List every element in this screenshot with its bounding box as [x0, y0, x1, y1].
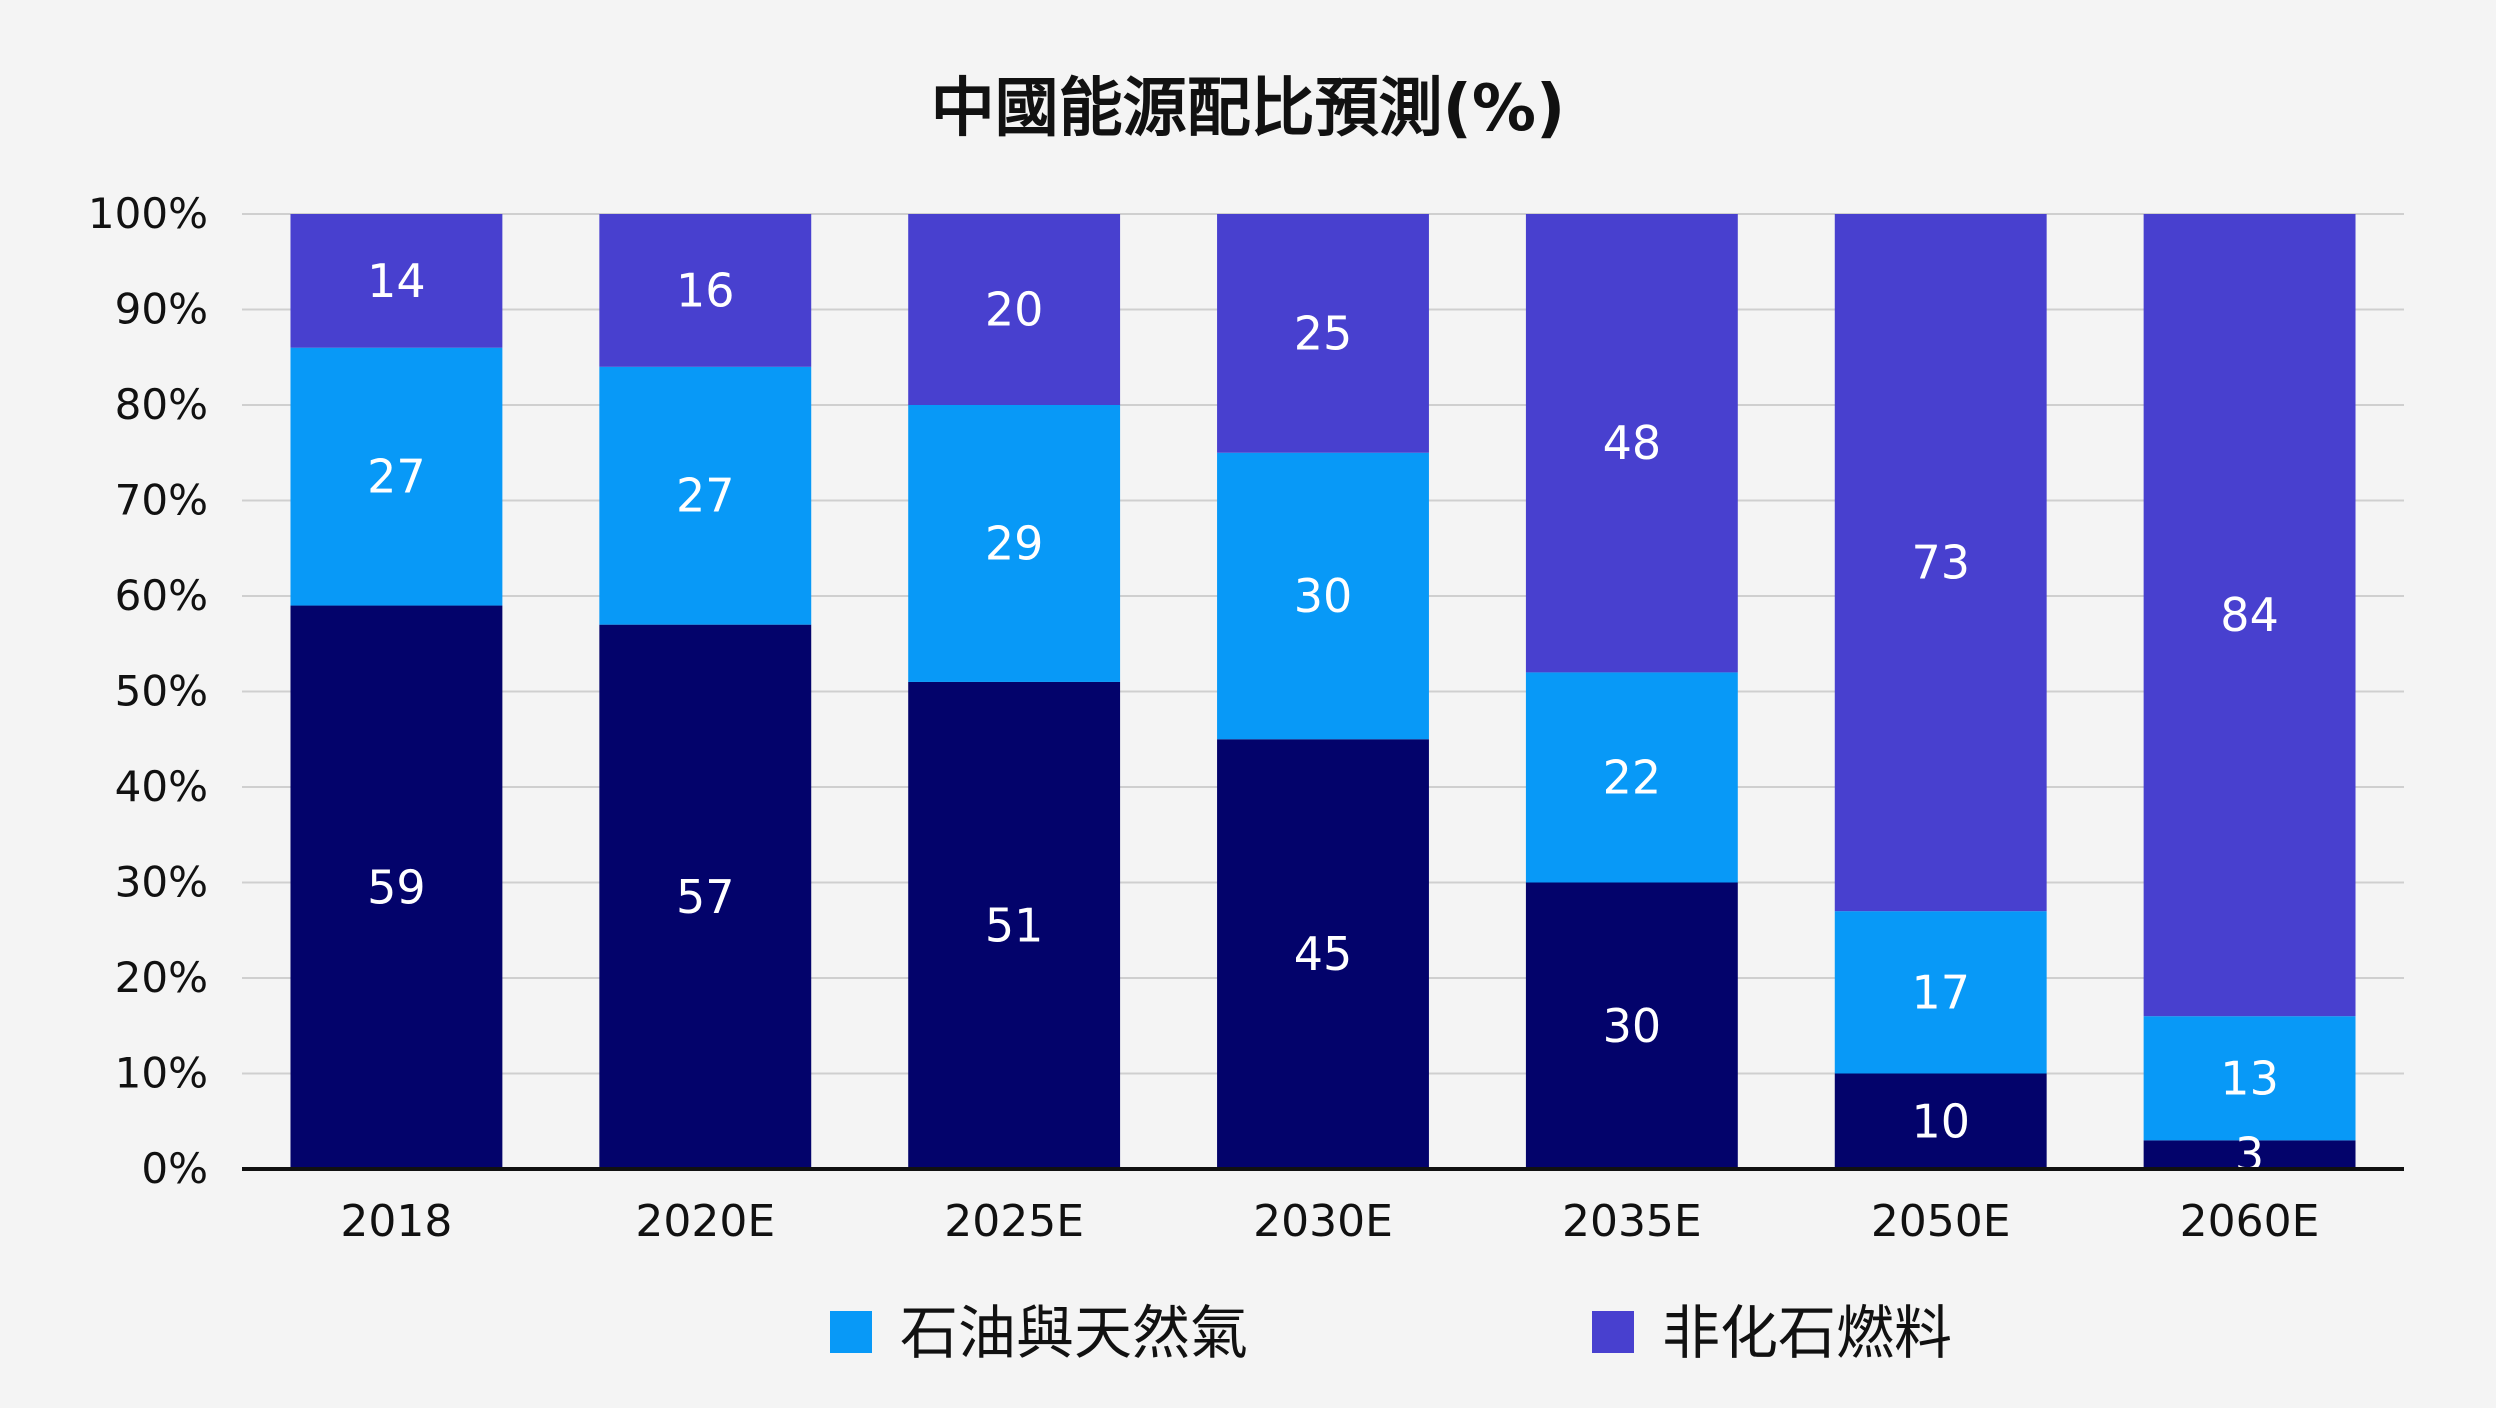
bar-segment [908, 405, 1121, 682]
data-label: 22 [1603, 750, 1662, 804]
y-tick-label: 0% [141, 1144, 208, 1193]
bar-segment [2143, 1016, 2356, 1141]
data-label: 73 [1911, 536, 1970, 590]
x-tick-label: 2050E [1871, 1196, 2011, 1247]
data-label: 13 [2220, 1051, 2279, 1105]
x-tick-label: 2060E [2180, 1196, 2320, 1247]
data-label: 57 [676, 870, 735, 924]
data-label: 51 [985, 898, 1044, 952]
data-label: 20 [985, 283, 1044, 337]
y-tick-label: 40% [115, 762, 208, 811]
x-tick-label: 2035E [1562, 1196, 1702, 1247]
bar-segment [2143, 1140, 2356, 1169]
y-axis-ticks: 0% 10% 20% 30% 40% 50% 60% 70% 80% 90% 100% [88, 189, 208, 1193]
data-label: 17 [1911, 965, 1970, 1019]
chart-title: 中國能源配比預測(%) [931, 72, 1566, 146]
data-label: 48 [1603, 416, 1662, 470]
legend-swatch [1592, 1311, 1634, 1353]
data-label: 14 [367, 254, 426, 308]
bar-segment [1217, 214, 1429, 453]
data-label: 25 [1294, 306, 1353, 360]
y-tick-label: 20% [115, 953, 208, 1002]
bar-segment [599, 366, 812, 625]
x-tick-label: 2020E [635, 1196, 775, 1247]
bar-segment [290, 214, 503, 348]
bars [290, 214, 2356, 1169]
bar-segment [908, 681, 1121, 1169]
legend-swatch [830, 1311, 872, 1353]
legend-label: 石油與天然氣 [900, 1299, 1248, 1367]
data-label: 3 [2235, 1128, 2264, 1182]
x-tick-label: 2018 [340, 1196, 452, 1247]
data-labels: 59 27 14 57 27 16 51 29 20 45 30 25 30 22 48 10 17 73 3 13 8… [367, 254, 2279, 1182]
data-label: 27 [676, 469, 735, 523]
bar-segment [1834, 1073, 2047, 1169]
bar-segment [290, 605, 503, 1169]
y-tick-label: 70% [115, 476, 208, 525]
y-tick-label: 30% [115, 858, 208, 907]
bar-segment [908, 214, 1121, 405]
x-tick-label: 2025E [944, 1196, 1084, 1247]
bar-segment [599, 214, 812, 367]
bar-segment [2143, 214, 2356, 1017]
legend: 石油與天然氣 非化石燃料 [830, 1299, 1952, 1367]
y-tick-label: 90% [115, 285, 208, 334]
y-tick-label: 60% [115, 571, 208, 620]
data-label: 59 [367, 860, 426, 914]
data-label: 45 [1294, 927, 1353, 981]
bar-segment [1525, 214, 1738, 673]
bar-segment [290, 347, 503, 606]
bar-segment [1834, 911, 2047, 1074]
y-tick-label: 10% [115, 1049, 208, 1098]
y-tick-label: 100% [88, 189, 208, 238]
x-tick-label: 2030E [1253, 1196, 1393, 1247]
bar-segment [599, 624, 812, 1169]
bar-segment [1525, 882, 1738, 1169]
y-tick-label: 80% [115, 380, 208, 429]
data-label: 30 [1603, 999, 1662, 1053]
data-label: 27 [367, 450, 426, 504]
legend-label: 非化石燃料 [1662, 1299, 1952, 1367]
y-tick-label: 50% [115, 667, 208, 716]
data-label: 29 [985, 516, 1044, 570]
data-label: 30 [1294, 569, 1353, 623]
bar-segment [1525, 672, 1738, 883]
data-label: 84 [2220, 588, 2279, 642]
x-axis-ticks: 2018 2020E 2025E 2030E 2035E 2050E 2060E [340, 1196, 2319, 1247]
data-label: 10 [1911, 1094, 1970, 1148]
data-label: 16 [676, 263, 735, 317]
bar-segment [1834, 214, 2047, 912]
bar-segment [1217, 739, 1429, 1169]
bar-segment [1217, 452, 1429, 740]
